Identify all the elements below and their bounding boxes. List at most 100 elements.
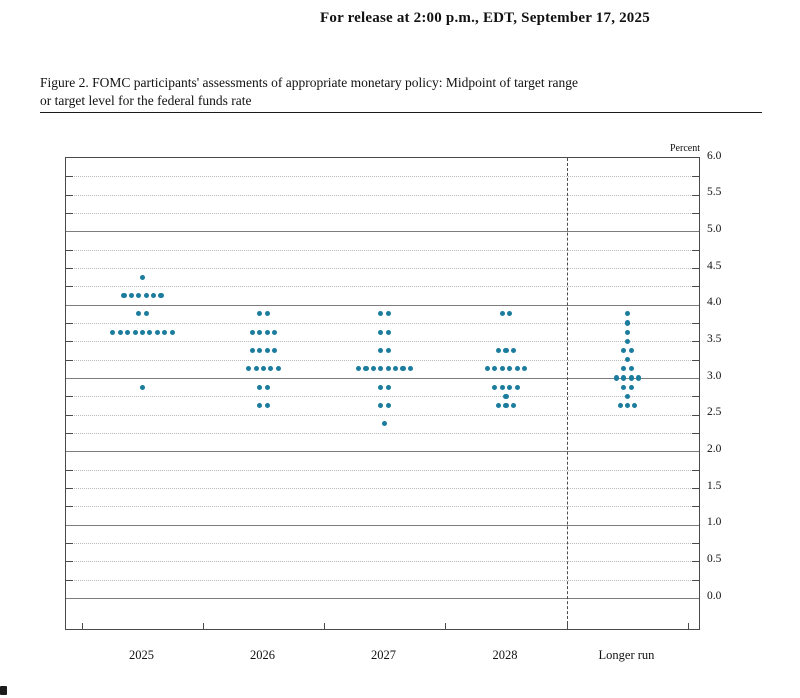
caption-divider [40,112,762,113]
release-line: For release at 2:00 p.m., EDT, September… [320,10,650,26]
y-axis-tick-left [66,561,73,563]
y-axis-tick-left [66,286,73,288]
minor-gridline [66,359,699,361]
dot-plot [65,157,700,630]
minor-gridline [66,561,699,563]
participant-dot [636,375,642,381]
participant-dot [257,402,263,409]
participant-dot [617,402,623,409]
participant-dot [385,329,391,335]
y-axis-label: 6.0 [707,149,722,162]
participant-dot [275,366,281,372]
x-axis-tick [445,623,446,629]
participant-dot [484,366,491,372]
minor-gridline [66,414,699,416]
x-axis-tick [324,623,325,629]
y-axis-tick-left [66,194,73,196]
participant-dot [363,366,369,372]
participant-dot [378,384,384,390]
major-gridline [66,231,699,233]
participant-dot [624,311,631,317]
scan-artifact [0,686,7,695]
participant-dot [121,292,127,299]
participant-dot [136,311,142,317]
participant-dot [621,384,627,390]
x-axis-label: 2027 [371,648,396,662]
participant-dot [125,329,131,335]
participant-dot [503,402,509,409]
participant-dot [624,338,631,344]
participant-dot [624,402,631,409]
major-gridline [66,304,699,306]
y-axis-label: 5.5 [707,186,722,199]
participant-dot [257,384,263,390]
y-axis-tick-right [692,249,699,251]
participant-dot [385,384,391,390]
participant-dot [628,347,634,354]
y-axis-tick-left [66,249,73,251]
major-gridline [66,451,699,453]
minor-gridline [66,194,699,196]
y-axis-tick-right [692,176,699,178]
y-axis-tick-right [692,433,699,434]
y-axis-tick-right [692,579,699,581]
participant-dot [492,366,498,372]
y-axis-label: 0.5 [707,552,722,565]
y-axis-tick-right [692,396,699,398]
y-axis-tick-right [692,286,699,288]
longer-run-separator [567,158,568,629]
minor-gridline [66,579,699,581]
participant-dot [510,347,516,354]
participant-dot [264,329,270,335]
participant-dot [253,366,259,372]
participant-dot [378,402,384,409]
participant-dot [136,292,142,299]
participant-dot [507,384,513,390]
participant-dot [496,347,502,354]
participant-dot [385,366,391,372]
y-axis-tick-left [66,268,73,269]
participant-dot [621,347,627,354]
participant-dot [143,311,149,317]
participant-dot [162,329,168,335]
participant-dot [264,402,270,409]
y-axis-tick-left [66,414,73,416]
participant-dot [264,347,270,354]
participant-dot [621,375,627,381]
participant-dot [507,311,513,317]
y-axis-tick-right [692,561,699,563]
participant-dot [272,329,278,335]
participant-dot [628,384,634,390]
x-axis-tick [203,623,204,629]
y-axis-tick-right [692,488,699,489]
participant-dot [499,366,505,372]
participant-dot [257,329,263,335]
participant-dot [393,366,399,372]
x-axis-tick [82,623,83,629]
minor-gridline [66,543,699,544]
minor-gridline [66,323,699,324]
participant-dot [514,366,520,372]
y-axis-label: 5.0 [707,222,722,235]
y-axis-tick-right [692,268,699,269]
y-axis-tick-left [66,579,73,581]
y-axis-tick-left [66,176,73,178]
participant-dot [264,384,270,390]
major-gridline [66,378,699,379]
participant-dot [385,347,391,354]
y-axis-tick-right [692,194,699,196]
y-axis-tick-left [66,359,73,361]
x-axis-label: 2025 [129,648,154,662]
y-axis-tick-right [692,414,699,416]
minor-gridline [66,286,699,288]
y-axis-tick-left [66,469,73,471]
participant-dot [169,329,175,335]
participant-dot [249,329,255,335]
y-axis-tick-right [692,543,699,544]
participant-dot [499,384,505,390]
y-axis-tick-right [692,323,699,324]
participant-dot [514,384,520,390]
y-axis-tick-left [66,323,73,324]
y-axis-label: 1.0 [707,516,722,529]
